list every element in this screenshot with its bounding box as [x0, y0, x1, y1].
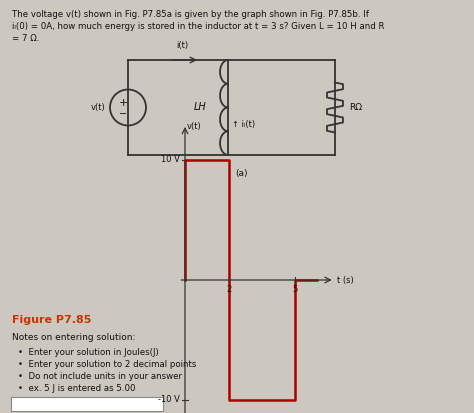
Text: t (s): t (s)	[337, 275, 353, 285]
Text: •  Enter your solution to 2 decimal points: • Enter your solution to 2 decimal point…	[18, 360, 196, 369]
Text: •  Do not include units in your answer: • Do not include units in your answer	[18, 372, 182, 381]
Text: 2: 2	[227, 285, 232, 294]
Text: +: +	[118, 98, 128, 109]
Text: •  ex. 5 J is entered as 5.00: • ex. 5 J is entered as 5.00	[18, 384, 136, 393]
Text: 5: 5	[292, 285, 298, 294]
Text: ↑ iₗ(t): ↑ iₗ(t)	[232, 121, 255, 130]
Text: RΩ: RΩ	[349, 103, 362, 112]
Text: •  Enter your solution in Joules(J): • Enter your solution in Joules(J)	[18, 348, 159, 357]
Text: iₗ(0) = 0A, how much energy is stored in the inductor at t = 3 s? Given L = 10 H: iₗ(0) = 0A, how much energy is stored in…	[12, 22, 384, 31]
Text: -10 V: -10 V	[158, 396, 180, 404]
Text: (a): (a)	[235, 169, 248, 178]
Text: Figure P7.85: Figure P7.85	[12, 315, 91, 325]
Text: v(t): v(t)	[91, 103, 106, 112]
Text: LH: LH	[193, 102, 206, 112]
Text: −: −	[119, 109, 127, 119]
Text: Notes on entering solution:: Notes on entering solution:	[12, 333, 136, 342]
Text: 10 V: 10 V	[161, 156, 180, 164]
Text: i(t): i(t)	[176, 41, 188, 50]
Text: The voltage v(t) shown in Fig. P7.85a is given by the graph shown in Fig. P7.85b: The voltage v(t) shown in Fig. P7.85a is…	[12, 10, 369, 19]
FancyBboxPatch shape	[11, 397, 163, 411]
Text: v(t): v(t)	[187, 122, 202, 131]
Text: = 7 Ω.: = 7 Ω.	[12, 34, 39, 43]
